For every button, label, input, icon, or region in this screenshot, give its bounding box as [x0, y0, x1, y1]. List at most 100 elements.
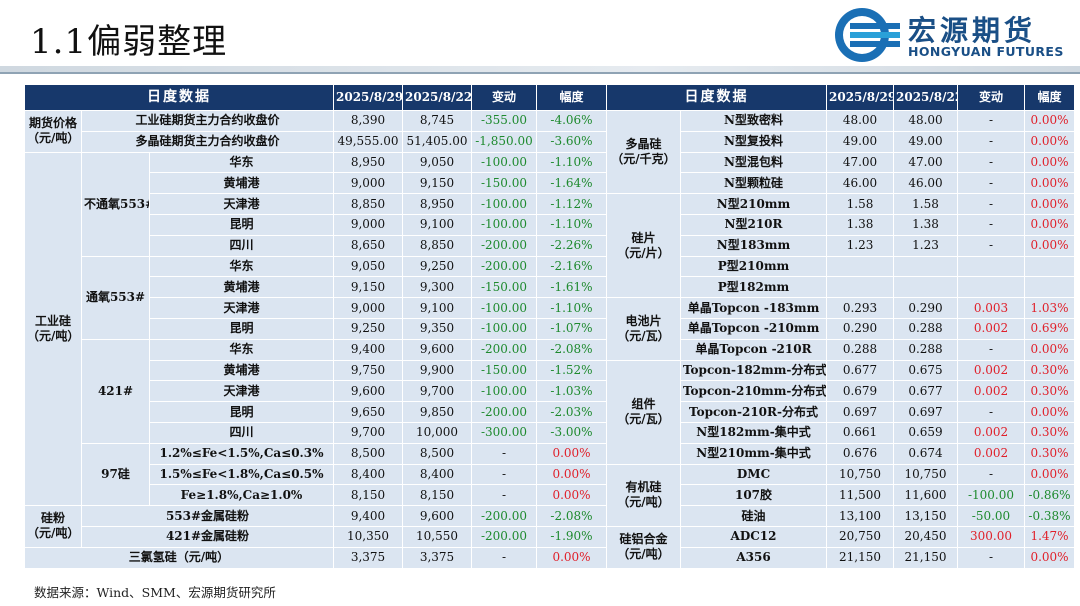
value-change: -	[957, 401, 1025, 423]
value-date2: 9,600	[402, 338, 472, 361]
value-date2: 9,100	[402, 297, 472, 319]
value-change: -	[957, 463, 1025, 486]
item-name: 华东	[149, 255, 334, 278]
category-wafer: 硅片 （元/片）	[606, 193, 681, 299]
value-date2: 9,050	[402, 151, 472, 174]
category-industrial-silicon: 工业硅 （元/吨）	[24, 151, 82, 507]
value-pct: -2.08%	[536, 505, 607, 527]
value-date2: 3,375	[402, 546, 472, 569]
value-change: 0.003	[957, 297, 1025, 319]
value-date1: 20,750	[826, 525, 894, 548]
value-date1: 11,500	[826, 484, 894, 507]
right-header-pct: 幅度	[1024, 84, 1075, 111]
value-change: -355.00	[471, 110, 537, 132]
value-date2: 9,150	[402, 172, 472, 195]
table-row: 期货价格 （元/吨） 工业硅期货主力合约收盘价 8,390 8,745 -355.00 -4…	[24, 109, 1075, 195]
value-pct: 0.30%	[1024, 380, 1075, 403]
item-name: 天津港	[149, 193, 334, 215]
logo-text-cn: 宏源期货	[908, 14, 1037, 47]
value-change: -	[957, 110, 1025, 132]
value-pct: 0.00%	[1024, 463, 1075, 486]
value-date1: 8,150	[333, 484, 403, 507]
category-silicon-powder: 硅粉 （元/吨）	[24, 505, 82, 548]
table-row: 421#金属硅粉 10,350 10,550 -200.00 -1.90% 硅铝合金 （元/…	[25, 525, 1075, 569]
value-change: -	[957, 172, 1025, 195]
item-name: P型210mm	[680, 255, 827, 278]
value-change: -150.00	[471, 172, 537, 195]
value-date2: 1.38	[893, 213, 958, 236]
table-row: 工业硅 （元/吨） 不通氧553# 华东 8,950 9,050 -100.00 -1.10%…	[24, 151, 1075, 507]
price-table: 日度数据 2025/8/29 2025/8/22 变动 幅度 日度数据 2025…	[24, 84, 1075, 569]
value-date2: 0.288	[893, 338, 958, 361]
value-date2: 13,150	[893, 505, 958, 527]
item-name: N型210mm-集中式	[680, 442, 827, 465]
value-pct: -2.16%	[536, 255, 607, 278]
title-rule	[0, 66, 1080, 72]
item-name: 昆明	[149, 401, 334, 423]
value-date2: 51,405.00	[402, 130, 472, 153]
value-date1: 0.697	[826, 401, 894, 423]
value-pct: -1.07%	[536, 317, 607, 340]
value-pct: 0.00%	[1024, 338, 1075, 361]
table-row: 天津港 9,600 9,700 -100.00 -1.03% Topcon-210mm-分…	[25, 380, 1075, 403]
value-date1: 0.290	[826, 317, 894, 340]
value-date1: 1.38	[826, 213, 894, 236]
item-name: N型183mm	[680, 234, 827, 257]
item-name: 1.5%≤Fe<1.8%,Ca≤0.5%	[149, 463, 334, 486]
value-change: -	[957, 130, 1025, 153]
value-date2: 11,600	[893, 484, 958, 507]
value-date1: 9,400	[333, 338, 403, 361]
value-pct: 0.00%	[1024, 546, 1075, 569]
value-date2: 48.00	[893, 110, 958, 132]
value-date2: 9,850	[402, 401, 472, 423]
value-date2: 0.697	[893, 401, 958, 423]
value-date1	[826, 276, 894, 299]
value-date1: 47.00	[826, 151, 894, 174]
value-change: -150.00	[471, 359, 537, 382]
value-pct: -2.08%	[536, 338, 607, 361]
item-name: 1.2%≤Fe<1.5%,Ca≤0.3%	[149, 442, 334, 465]
value-date2: 20,450	[893, 525, 958, 548]
item-name: A356	[680, 546, 827, 569]
value-date1: 10,750	[826, 463, 894, 486]
item-name: 华东	[149, 151, 334, 174]
value-date1: 49,555.00	[333, 130, 403, 153]
value-pct: -1.03%	[536, 380, 607, 403]
item-name: DMC	[680, 463, 827, 486]
table-row: 昆明 9,650 9,850 -200.00 -2.03% Topcon-210R-分布式…	[25, 401, 1075, 423]
value-date1: 46.00	[826, 172, 894, 195]
table-row: 421# 华东 9,400 9,600 -200.00 -2.08% 单晶Topcon -2…	[25, 338, 1075, 444]
value-pct: 0.30%	[1024, 421, 1075, 444]
value-date2: 0.290	[893, 297, 958, 319]
item-name: N型210mm	[680, 193, 827, 215]
value-date2: 1.23	[893, 234, 958, 257]
value-pct: -1.12%	[536, 193, 607, 215]
value-date1: 9,000	[333, 297, 403, 319]
value-pct: -1.90%	[536, 525, 607, 548]
value-change: -	[957, 213, 1025, 236]
value-pct: -2.03%	[536, 401, 607, 423]
right-header-title: 日度数据	[606, 84, 827, 111]
value-date1: 8,390	[333, 110, 403, 132]
value-date2: 8,950	[402, 193, 472, 215]
value-change	[957, 276, 1025, 299]
item-name: 553#金属硅粉	[81, 505, 334, 527]
value-pct: -1.61%	[536, 276, 607, 299]
value-date1: 1.58	[826, 193, 894, 215]
value-change: -50.00	[957, 505, 1025, 527]
value-pct: -3.00%	[536, 421, 607, 444]
table-row: 多晶硅期货主力合约收盘价 49,555.00 51,405.00 -1,850.00-…	[25, 130, 1075, 153]
item-name: 天津港	[149, 297, 334, 319]
item-name: ADC12	[680, 525, 827, 548]
value-date1: 9,050	[333, 255, 403, 278]
value-change: -100.00	[471, 193, 537, 215]
table-row: 黄埔港 9,150 9,300 -150.00 -1.61% P型182mm	[25, 276, 1075, 299]
value-date2: 8,850	[402, 234, 472, 257]
value-date1: 0.676	[826, 442, 894, 465]
value-date2: 8,400	[402, 463, 472, 486]
table-row: 97硅 1.2%≤Fe<1.5%,Ca≤0.3% 8,500 8,500-0.00% N…	[25, 442, 1075, 507]
value-pct: -1.10%	[536, 297, 607, 319]
value-date2: 21,150	[893, 546, 958, 569]
right-header-date1: 2025/8/29	[826, 84, 894, 111]
left-header-date1: 2025/8/29	[333, 84, 403, 111]
